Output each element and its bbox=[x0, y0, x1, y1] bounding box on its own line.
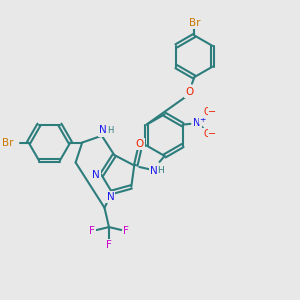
Text: F: F bbox=[89, 226, 95, 236]
Text: F: F bbox=[106, 240, 112, 250]
Text: −: − bbox=[208, 107, 217, 117]
Text: Br: Br bbox=[2, 138, 13, 148]
Text: H: H bbox=[158, 166, 164, 175]
Text: O: O bbox=[203, 129, 211, 139]
Text: O: O bbox=[135, 139, 143, 149]
Text: F: F bbox=[123, 226, 129, 236]
Text: Br: Br bbox=[189, 18, 200, 28]
Text: N: N bbox=[92, 170, 100, 180]
Text: H: H bbox=[107, 126, 113, 135]
Text: O: O bbox=[203, 107, 211, 117]
Text: N: N bbox=[150, 166, 158, 176]
Text: O: O bbox=[185, 87, 193, 97]
Text: N: N bbox=[193, 118, 201, 128]
Text: N: N bbox=[106, 192, 114, 202]
Text: N: N bbox=[99, 125, 107, 135]
Text: −: − bbox=[208, 129, 217, 139]
Text: +: + bbox=[199, 115, 206, 124]
